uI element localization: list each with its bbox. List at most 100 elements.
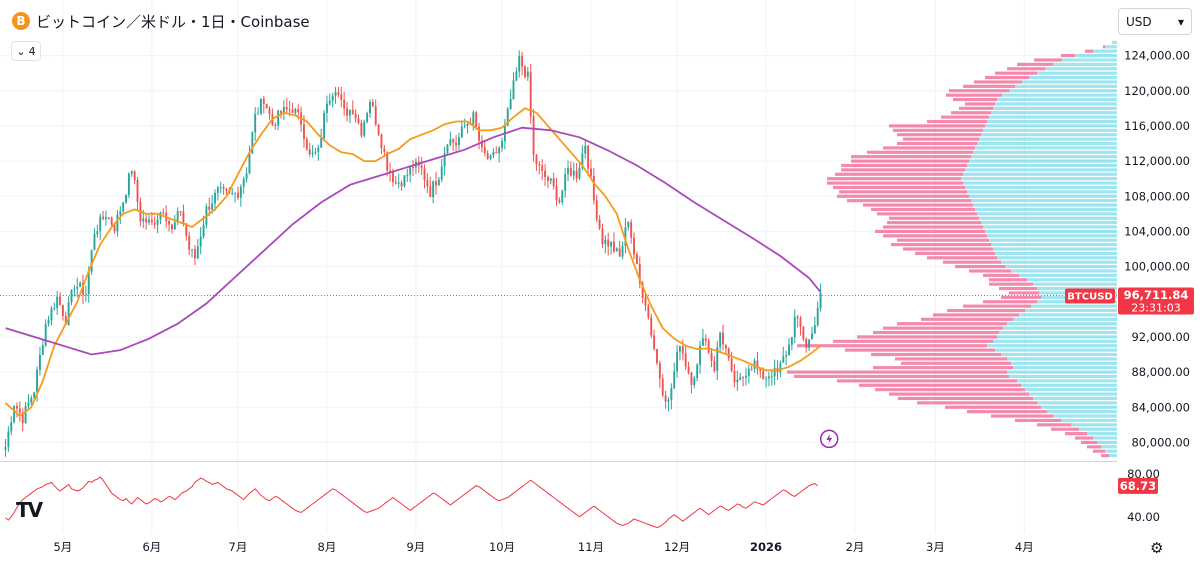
candle-body [4, 446, 7, 450]
candle [526, 66, 529, 81]
candle-body [337, 92, 340, 95]
candle-body [282, 107, 285, 114]
candle-body [624, 227, 627, 246]
rsi-y-tick-label: 80.00 [1127, 467, 1160, 481]
candle-body [612, 241, 615, 252]
volume-profile-up-bar [1029, 75, 1117, 80]
candle [214, 189, 216, 212]
volume-profile-down-bar [887, 221, 981, 225]
candle-body [406, 174, 409, 176]
last-price-value: 96,711.84 [1124, 288, 1189, 302]
volume-profile-up-bar [1112, 40, 1117, 44]
candle [394, 175, 397, 185]
volume-profile-down-bar [837, 194, 969, 198]
candle-body [245, 173, 248, 179]
candle [747, 364, 750, 384]
candle-body [231, 193, 234, 195]
volume-profile-up-bar [1009, 89, 1117, 93]
candle-body [796, 316, 799, 319]
candle [664, 390, 667, 409]
candle [18, 401, 21, 422]
volume-profile-down-bar [1017, 62, 1053, 66]
volume-profile-up-bar [1021, 383, 1117, 387]
candle [148, 215, 150, 225]
volume-profile-up-bar [1007, 322, 1117, 326]
candle-body [162, 212, 165, 214]
volume-profile-down-bar [889, 124, 985, 128]
candle [558, 197, 561, 204]
volume-profile-down-bar [859, 383, 1021, 387]
volume-profile-down-bar [1034, 58, 1062, 62]
volume-profile-down-bar [857, 335, 997, 339]
candle [805, 337, 808, 353]
volume-profile-down-bar [1007, 67, 1045, 71]
volume-profile-down-bar [1101, 454, 1109, 458]
candle-body [148, 219, 150, 223]
candle-body [150, 219, 153, 223]
candle-body [119, 211, 122, 215]
candle [673, 362, 676, 390]
candle [16, 402, 18, 418]
candle [171, 223, 173, 234]
candle [529, 63, 532, 124]
candle-body [185, 223, 188, 236]
volume-profile-down-bar [951, 111, 991, 115]
candle-body [403, 175, 406, 187]
candle-body [458, 137, 460, 146]
candle [10, 416, 13, 436]
candle-body [475, 112, 478, 127]
candle [153, 216, 156, 229]
candle-body [41, 345, 44, 355]
currency-value: USD [1126, 14, 1152, 29]
candle-body [767, 376, 770, 379]
candle-body [598, 219, 601, 229]
candle [676, 344, 679, 378]
candle [486, 150, 489, 160]
candle-body [478, 126, 480, 141]
candle-body [788, 344, 790, 356]
volume-profile-up-bar [1093, 49, 1117, 53]
volume-profile-down-bar [967, 410, 1047, 414]
candle-body [317, 147, 320, 152]
indicators-collapse-button[interactable]: ⌄ 4 [11, 41, 41, 61]
volume-profile-down-bar [983, 273, 1019, 277]
candle [70, 289, 73, 306]
volume-profile-down-bar [995, 71, 1037, 75]
candle-body [107, 217, 110, 219]
candle-body [742, 377, 745, 379]
candle-body [630, 222, 633, 238]
candle-body [33, 392, 36, 398]
volume-profile-down-bar [883, 234, 987, 238]
candle [156, 214, 159, 234]
settings-button[interactable]: ⚙ [1150, 539, 1163, 557]
volume-profile-up-bar [1045, 67, 1117, 71]
candle-body [354, 113, 357, 119]
candle-body [785, 355, 788, 357]
volume-profile-down-bar [947, 308, 1025, 313]
volume-profile-up-bar [1017, 379, 1117, 383]
candle [374, 99, 377, 127]
currency-select[interactable]: USD ▾ [1118, 8, 1192, 35]
candle-body [113, 224, 116, 232]
candle-body [681, 346, 684, 354]
candle-body [125, 194, 127, 203]
volume-profile-up-bar [1001, 260, 1117, 264]
volume-profile-up-bar [981, 221, 1117, 225]
candle [615, 247, 618, 252]
candle-body [782, 356, 785, 363]
candle [412, 160, 414, 176]
candle [647, 303, 650, 320]
candle [274, 122, 277, 130]
candle [472, 110, 475, 131]
candle [107, 216, 110, 221]
candle-body [363, 121, 366, 136]
candle [742, 376, 745, 387]
volume-profile-up-bar [967, 190, 1117, 194]
candle-body [455, 142, 458, 146]
volume-profile-down-bar [871, 207, 975, 212]
volume-profile-up-bar [993, 247, 1117, 251]
y-tick-label: 92,000.00 [1131, 330, 1190, 344]
candle-body [18, 408, 21, 413]
volume-profile-down-bar [943, 260, 1001, 264]
